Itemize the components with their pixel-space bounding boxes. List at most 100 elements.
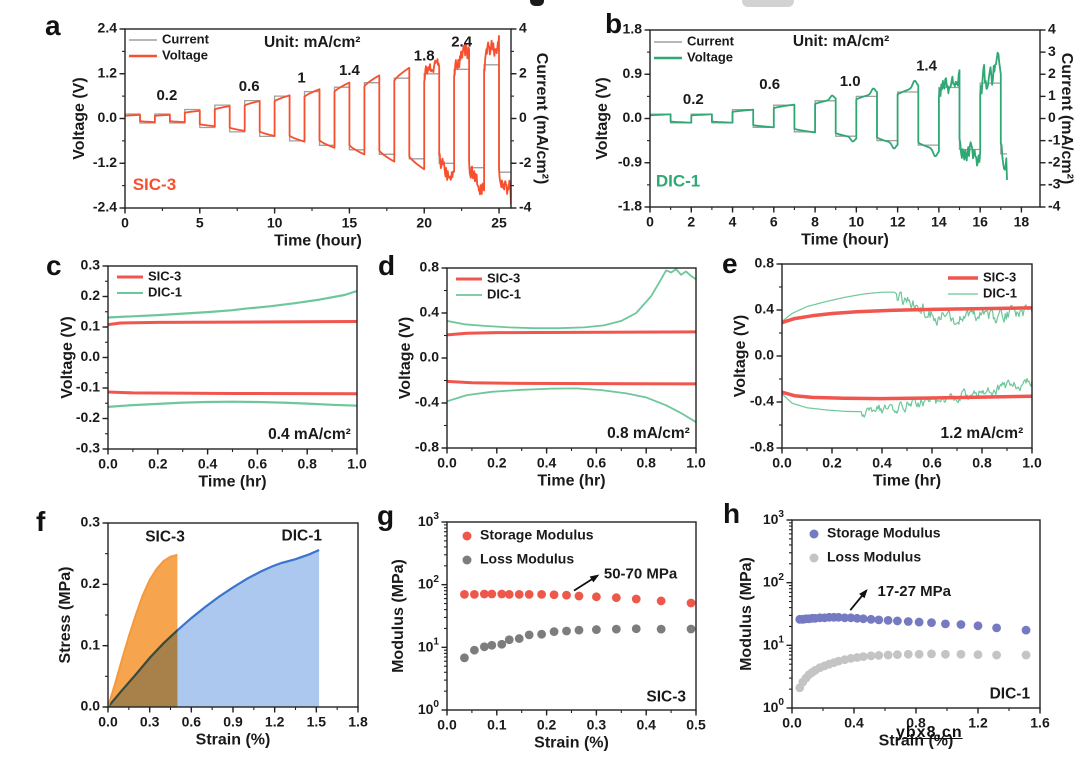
y-tick-label: 0.3 [81, 514, 101, 530]
y2-tick-label: -1 [1048, 131, 1061, 147]
y2-tick-label: 3 [1048, 43, 1056, 59]
legend-label: DIC-1 [487, 286, 521, 301]
data-point [992, 623, 1001, 633]
x-tick-label: 2 [687, 213, 695, 229]
current-step-label: 0.2 [683, 91, 704, 108]
x-tick-label: 14 [931, 213, 947, 229]
x-tick-label: 0.4 [198, 455, 218, 471]
legend-label: SIC-3 [148, 268, 181, 283]
data-point [927, 649, 936, 659]
y2-axis-title: Current (mA/cm²) [533, 53, 550, 185]
series-sic-3-charge [108, 320, 357, 327]
y-tick-label: 0.1 [81, 636, 101, 652]
plot-area [125, 35, 511, 205]
annotation: 50-70 MPa [604, 565, 678, 582]
top-black-artifact [530, 0, 544, 6]
x-tick-label: 1.2 [265, 713, 285, 729]
y2-tick-label: 4 [1048, 21, 1056, 37]
panel-label-f: f [36, 506, 46, 537]
y2-tick-label: -4 [1048, 198, 1061, 214]
plot-area [108, 289, 357, 408]
annotation: SIC-3 [145, 528, 185, 545]
x-tick-label: 1.0 [1022, 454, 1042, 470]
plot-frame [446, 267, 697, 449]
data-point [903, 649, 913, 659]
x-tick-label: 0.6 [922, 454, 942, 470]
data-point [611, 624, 621, 634]
data-point [914, 617, 924, 627]
y-tick-label: 0.0 [81, 698, 101, 714]
y-tick-label: -0.8 [415, 439, 439, 455]
data-point [883, 650, 893, 660]
chart-panel-c: 0.0 0.2 0.4 0.6 0.8 1.0 0.3 0.2 0.1 0.0 -0.1 -0.2 -0… [59, 257, 367, 491]
y-tick-label: -2.4 [93, 199, 117, 215]
y-tick-label: 101 [418, 636, 440, 654]
x-tick-label: 20 [416, 214, 432, 230]
data-point [504, 635, 514, 645]
y2-tick-label: 0 [1048, 109, 1056, 125]
x-tick-label: 0.2 [148, 455, 168, 471]
x-tick-label: 0.2 [487, 454, 507, 470]
data-point [941, 619, 950, 629]
data-point [497, 589, 507, 599]
data-point [893, 650, 902, 660]
y-tick-label: 100 [763, 697, 785, 715]
y-tick-label: 0.4 [420, 304, 440, 320]
x-axis-title: Strain (%) [196, 731, 271, 748]
y-tick-label: 0.0 [623, 109, 643, 125]
y-tick-label: 0.3 [81, 257, 101, 273]
annotation: DIC-1 [990, 686, 1031, 703]
series-dic-1-discharge [782, 377, 1032, 418]
data-point [469, 589, 479, 599]
x-tick-label: 0.4 [872, 454, 892, 470]
annotation: SIC-3 [133, 175, 176, 194]
panel-label-d: d [378, 250, 396, 281]
y-tick-label: 0.0 [420, 349, 440, 365]
x-tick-label: 0.0 [98, 713, 118, 729]
y2-tick-label: -3 [1048, 176, 1061, 192]
x-tick-label: 12 [890, 213, 906, 229]
data-point [1021, 650, 1031, 660]
y-tick-label: 103 [418, 511, 440, 529]
y-axis-title: Modulus (MPa) [390, 559, 407, 673]
data-point [893, 616, 902, 626]
y-tick-label: 0.0 [755, 347, 775, 363]
data-point [479, 642, 489, 652]
data-point [479, 589, 489, 599]
x-tick-label: 0.8 [906, 714, 926, 730]
data-point [562, 590, 571, 600]
series-sic-3-discharge [108, 390, 357, 396]
data-point [469, 645, 479, 655]
panel-label-e: e [722, 248, 738, 279]
x-tick-label: 0.3 [140, 713, 160, 729]
y-tick-label: 0.0 [81, 348, 101, 364]
x-axis-title: Time (hr) [873, 472, 941, 489]
panel-label-g: g [377, 500, 395, 531]
y-tick-label: -0.3 [76, 440, 100, 456]
legend-label: DIC-1 [983, 285, 1017, 300]
y-tick-label: 0.0 [98, 109, 118, 125]
data-point [574, 625, 584, 635]
data-point [914, 649, 924, 659]
data-point [574, 591, 584, 601]
current-step-label: 0.2 [156, 87, 177, 104]
x-axis-title: Strain (%) [879, 732, 954, 749]
y-axis-title: Voltage (V) [397, 317, 414, 399]
x-tick-label: 1.6 [1030, 714, 1050, 730]
x-tick-label: 0.8 [972, 454, 992, 470]
data-point [656, 596, 666, 606]
x-tick-label: 0.0 [437, 454, 457, 470]
data-point [497, 639, 507, 649]
legend-label: Storage Modulus [827, 525, 941, 541]
y-axis-title: Voltage (V) [732, 315, 749, 397]
data-point [549, 627, 559, 637]
current-step-label: 0.6 [239, 78, 260, 95]
y-tick-label: 0.8 [420, 259, 440, 275]
series-dic-1-discharge [447, 387, 696, 423]
y-tick-label: -1.2 [93, 154, 117, 170]
series-sic-3 [108, 553, 178, 707]
annotation: 1.2 mA/cm² [941, 425, 1024, 442]
legend-label: SIC-3 [983, 269, 1016, 284]
y-tick-label: 100 [418, 699, 440, 717]
